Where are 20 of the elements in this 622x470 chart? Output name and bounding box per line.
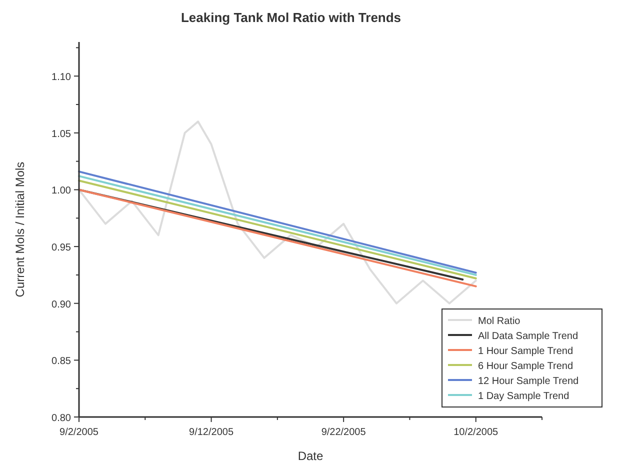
y-axis-title: Current Mols / Initial Mols: [13, 162, 27, 298]
y-tick-label: 1.05: [52, 128, 72, 140]
y-tick-label: 0.95: [52, 242, 72, 254]
x-tick-label: 10/2/2005: [454, 427, 499, 438]
legend-label: 12 Hour Sample Trend: [478, 376, 579, 387]
legend-label: 6 Hour Sample Trend: [478, 361, 574, 372]
legend-label: 1 Day Sample Trend: [478, 391, 570, 402]
x-tick-label: 9/12/2005: [189, 427, 234, 438]
legend-label: Mol Ratio: [478, 316, 521, 327]
y-tick-label: 1.00: [52, 186, 72, 197]
legend-label: All Data Sample Trend: [478, 331, 578, 342]
x-tick-label: 9/22/2005: [321, 427, 366, 438]
chart-title: Leaking Tank Mol Ratio with Trends: [180, 10, 402, 25]
x-axis-title: Date: [298, 449, 324, 463]
x-tick-label: 9/2/2005: [60, 427, 99, 438]
y-tick-label: 0.90: [52, 299, 72, 310]
y-tick-label: 0.85: [52, 356, 72, 368]
y-tick-label: 1.10: [52, 72, 72, 84]
legend-label: 1 Hour Sample Trend: [478, 346, 574, 357]
y-tick-label: 0.80: [52, 413, 72, 424]
